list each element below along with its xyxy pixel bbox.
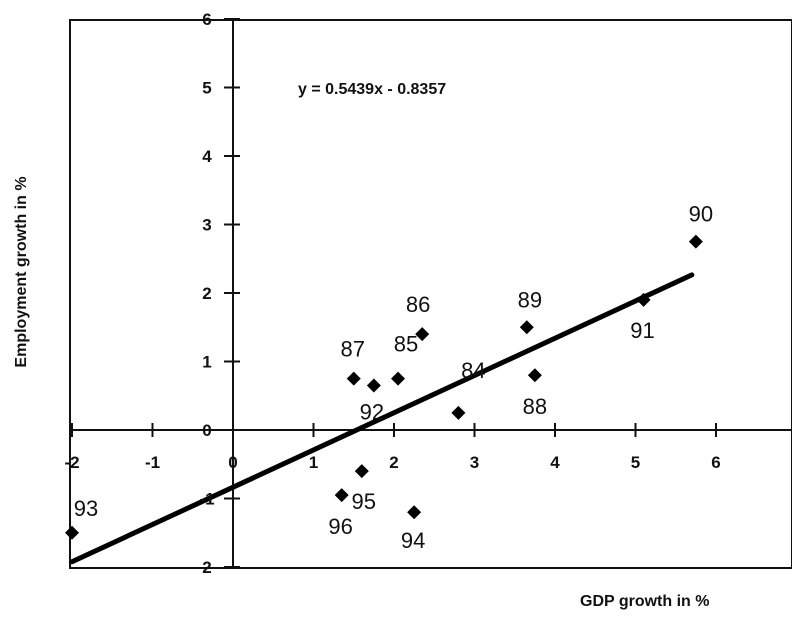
plot-frame xyxy=(69,19,792,569)
y-tick-label: 2 xyxy=(202,558,211,577)
x-tick-label: 5 xyxy=(631,453,640,472)
points-layer xyxy=(65,234,703,540)
point-label-94: 94 xyxy=(401,528,425,553)
point-label-89: 89 xyxy=(518,287,542,312)
data-point-93 xyxy=(65,525,79,540)
point-label-96: 96 xyxy=(328,514,352,539)
point-label-95: 95 xyxy=(352,489,376,514)
point-label-91: 91 xyxy=(630,318,654,343)
point-label-85: 85 xyxy=(394,332,418,357)
point-label-87: 87 xyxy=(341,337,365,362)
x-tick-label: 0 xyxy=(228,453,237,472)
y-tick-label: 6 xyxy=(202,10,211,29)
x-tick-label: 1 xyxy=(309,453,318,472)
data-point-90 xyxy=(688,234,703,249)
point-label-93: 93 xyxy=(74,496,98,521)
labels-layer: -2 -1 0 1 2 3 4 5 6 6 5 4 3 2 1 0 -1 2 84 85 86 87 88 89 90 91 92 9… xyxy=(64,10,720,577)
data-point-88 xyxy=(527,368,542,383)
point-label-90: 90 xyxy=(689,202,713,227)
y-tick-label: 0 xyxy=(202,421,211,440)
data-point-84 xyxy=(451,405,466,420)
data-point-94 xyxy=(407,505,422,520)
data-point-89 xyxy=(519,320,534,335)
point-label-88: 88 xyxy=(523,394,547,419)
y-tick-label: 1 xyxy=(202,353,211,372)
axes-layer xyxy=(70,18,792,568)
y-tick-label: 4 xyxy=(202,147,212,166)
y-tick-label: 3 xyxy=(202,216,211,235)
data-point-91 xyxy=(636,292,651,307)
x-tick-label: -2 xyxy=(64,453,79,472)
x-tick-label: 3 xyxy=(470,453,479,472)
x-tick-label: -1 xyxy=(145,453,160,472)
trendline-equation: y = 0.5439x - 0.8357 xyxy=(298,81,446,98)
y-axis-title: Employment growth in % xyxy=(13,176,30,367)
y-tick-label: 2 xyxy=(202,284,211,303)
x-tick-label: 4 xyxy=(550,453,560,472)
trendline xyxy=(69,272,695,565)
data-point-85 xyxy=(391,371,406,386)
y-tick-label: -1 xyxy=(199,490,214,509)
x-tick-label: 6 xyxy=(711,453,720,472)
data-point-95 xyxy=(354,464,369,479)
data-point-87 xyxy=(346,371,361,386)
x-axis-title: GDP growth in % xyxy=(580,593,709,610)
data-point-92 xyxy=(366,378,381,393)
data-point-96 xyxy=(334,488,349,503)
point-label-84: 84 xyxy=(461,358,485,383)
point-label-86: 86 xyxy=(406,292,430,317)
y-tick-label: 5 xyxy=(202,79,211,98)
trendline-layer xyxy=(69,272,695,565)
data-point-86 xyxy=(415,327,430,342)
x-tick-label: 2 xyxy=(389,453,398,472)
point-label-92: 92 xyxy=(360,399,384,424)
